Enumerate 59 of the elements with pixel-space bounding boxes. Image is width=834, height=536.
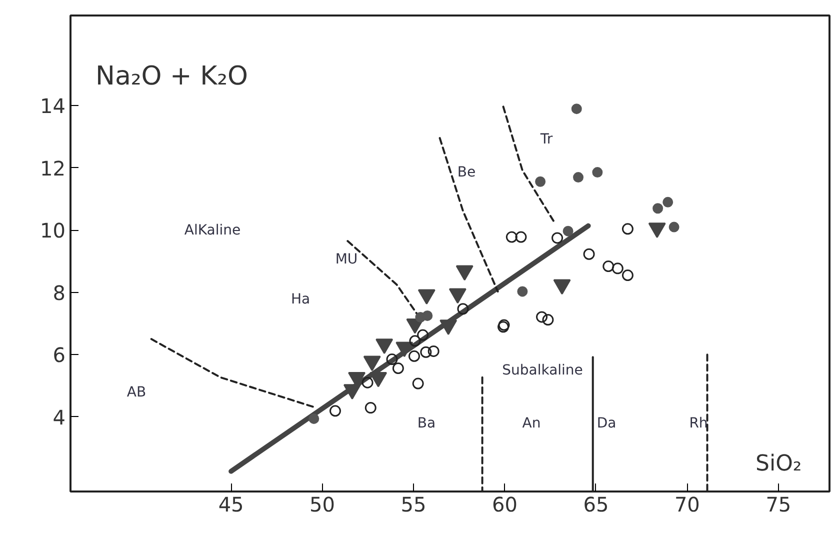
x-tick-label: 60 xyxy=(492,492,518,516)
point xyxy=(536,311,548,323)
point xyxy=(592,167,603,178)
x-tick-label: 45 xyxy=(218,492,244,516)
x-axis-title: SiO₂ xyxy=(756,452,802,476)
y-tick-label: 6 xyxy=(52,343,66,368)
point xyxy=(362,376,374,388)
x-tick-label: 55 xyxy=(400,492,426,516)
y-tick-label: 12 xyxy=(40,156,66,180)
point xyxy=(622,223,634,235)
point xyxy=(622,270,634,282)
point xyxy=(417,329,429,341)
annotation: MU xyxy=(335,252,358,268)
annotation: Ba xyxy=(417,416,436,432)
point xyxy=(422,310,433,321)
x-tick-label: 70 xyxy=(674,492,700,516)
y-tick-label: 4 xyxy=(52,405,66,430)
point xyxy=(392,362,404,374)
point xyxy=(408,350,420,362)
x-tick-label: 50 xyxy=(310,492,336,516)
point xyxy=(542,314,554,326)
point xyxy=(409,335,421,347)
point xyxy=(364,402,376,414)
point xyxy=(428,345,440,357)
annotation: Tr xyxy=(539,132,553,148)
point xyxy=(535,176,546,187)
point xyxy=(571,104,582,114)
point xyxy=(562,226,574,236)
annotation: AlKaline xyxy=(184,222,241,238)
point xyxy=(386,354,398,366)
x-tick-label: 75 xyxy=(766,492,792,516)
annotation: Da xyxy=(596,416,616,432)
point xyxy=(420,346,432,358)
point xyxy=(506,231,518,243)
annotation: Ha xyxy=(290,292,310,308)
point xyxy=(412,378,424,390)
annotation: Be xyxy=(457,164,476,180)
x-tick-label: 65 xyxy=(583,492,609,516)
point xyxy=(662,196,674,208)
y-tick-label: 10 xyxy=(40,218,66,243)
point xyxy=(457,303,469,315)
annotation: Rh xyxy=(689,416,708,432)
point xyxy=(515,231,527,243)
point xyxy=(517,286,528,297)
y-tick-label: 8 xyxy=(52,280,66,305)
point xyxy=(612,262,624,274)
point xyxy=(668,222,680,232)
annotation: AB xyxy=(126,384,146,400)
point xyxy=(573,172,584,183)
point xyxy=(308,413,320,424)
point xyxy=(329,405,341,417)
annotation: An xyxy=(522,416,541,432)
point xyxy=(602,260,614,272)
point xyxy=(652,203,664,214)
y-axis-title: Na₂O + K₂O xyxy=(96,62,248,92)
annotation: Subalkaline xyxy=(502,362,583,378)
y-tick-label: 14 xyxy=(40,94,66,118)
point xyxy=(552,232,564,244)
point xyxy=(583,248,595,260)
